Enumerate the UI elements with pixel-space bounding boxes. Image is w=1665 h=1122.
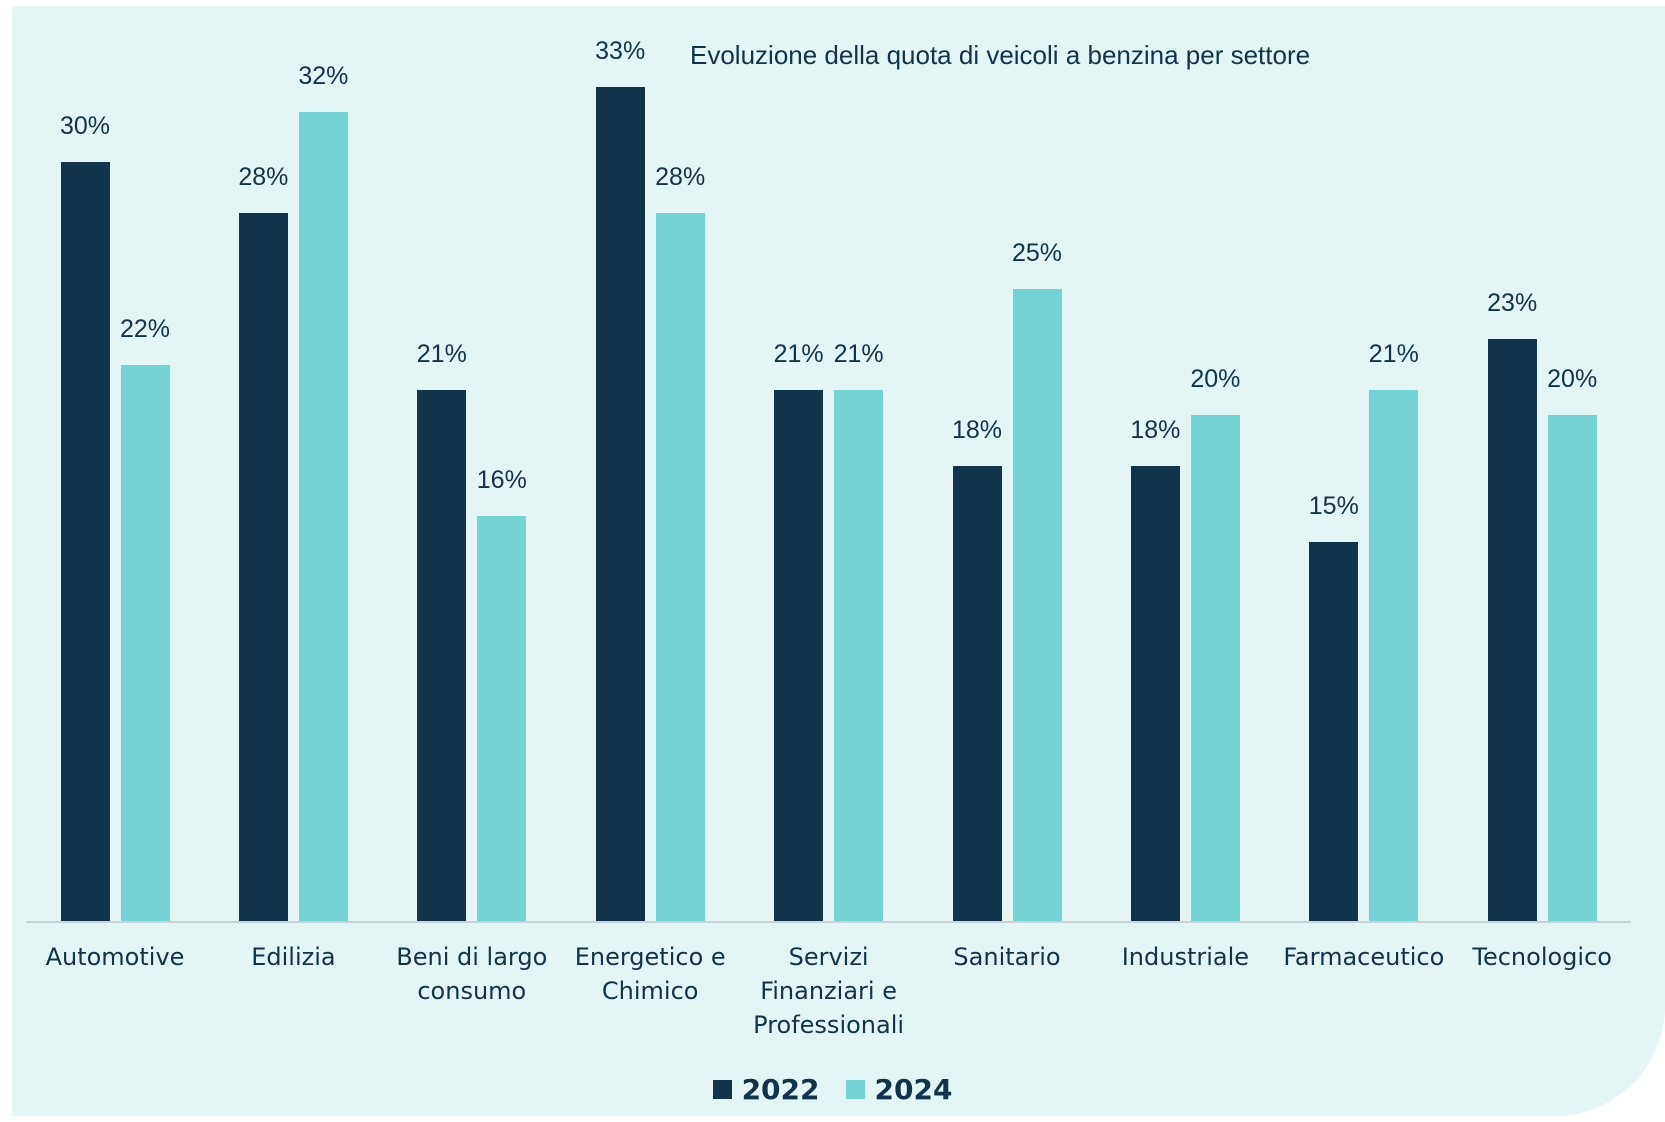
x-tick-label: Industriale <box>1121 943 1250 971</box>
bar <box>655 213 705 921</box>
data-label: 20% <box>1190 365 1241 394</box>
legend: 2022 2024 <box>0 1073 1665 1106</box>
bar <box>595 86 645 921</box>
bar <box>1369 390 1419 921</box>
bar <box>1487 339 1537 921</box>
bar <box>417 390 467 921</box>
data-label: 22% <box>119 314 171 343</box>
data-label: 18% <box>951 415 1003 444</box>
legend-item: 2022 <box>712 1073 820 1106</box>
data-label: 25% <box>1011 238 1063 267</box>
legend-swatch <box>712 1080 732 1099</box>
data-label: 15% <box>1308 491 1359 520</box>
chart-title: Evoluzione della quota di veicoli a benz… <box>690 40 1311 70</box>
data-label: 18% <box>1130 415 1181 444</box>
data-label: 20% <box>1547 365 1598 394</box>
bar <box>60 162 110 921</box>
legend-swatch <box>845 1080 865 1099</box>
bar <box>1130 465 1180 921</box>
data-label: 23% <box>1487 289 1538 318</box>
x-tick-label: Edilizia <box>251 943 336 971</box>
x-tick-label: Automotive <box>45 943 185 971</box>
bar <box>298 111 348 921</box>
bar <box>774 390 824 921</box>
legend-label: 2022 <box>741 1073 820 1106</box>
data-label: 16% <box>476 466 527 495</box>
data-label: 33% <box>595 36 646 65</box>
bar <box>834 390 884 921</box>
data-label: 21% <box>833 340 884 368</box>
bar <box>477 516 527 921</box>
bar <box>1012 288 1062 921</box>
data-label: 28% <box>238 163 289 191</box>
legend-item: 2024 <box>845 1073 953 1106</box>
x-tick-label: Energetico e Chimico <box>574 943 726 1005</box>
data-label: 21% <box>416 340 467 368</box>
data-label: 28% <box>655 163 706 191</box>
bar <box>1190 415 1240 921</box>
data-label: 30% <box>59 112 111 141</box>
bar <box>238 213 288 921</box>
data-label: 32% <box>298 61 349 90</box>
legend-label: 2024 <box>874 1073 953 1106</box>
x-tick-label: Servizi Finanziari e Professionali <box>753 943 905 1039</box>
bar <box>1547 415 1597 921</box>
baseline <box>26 921 1631 923</box>
bar <box>952 465 1002 921</box>
data-label: 21% <box>1368 340 1419 368</box>
bar <box>120 364 170 921</box>
x-tick-label: Farmaceutico <box>1283 943 1445 971</box>
x-tick-label: Tecnologico <box>1472 943 1612 971</box>
x-tick-label: Sanitario <box>953 943 1061 971</box>
data-label: 21% <box>773 340 824 368</box>
bar <box>1309 541 1359 921</box>
x-tick-label: Beni di largo consumo <box>396 943 548 1005</box>
